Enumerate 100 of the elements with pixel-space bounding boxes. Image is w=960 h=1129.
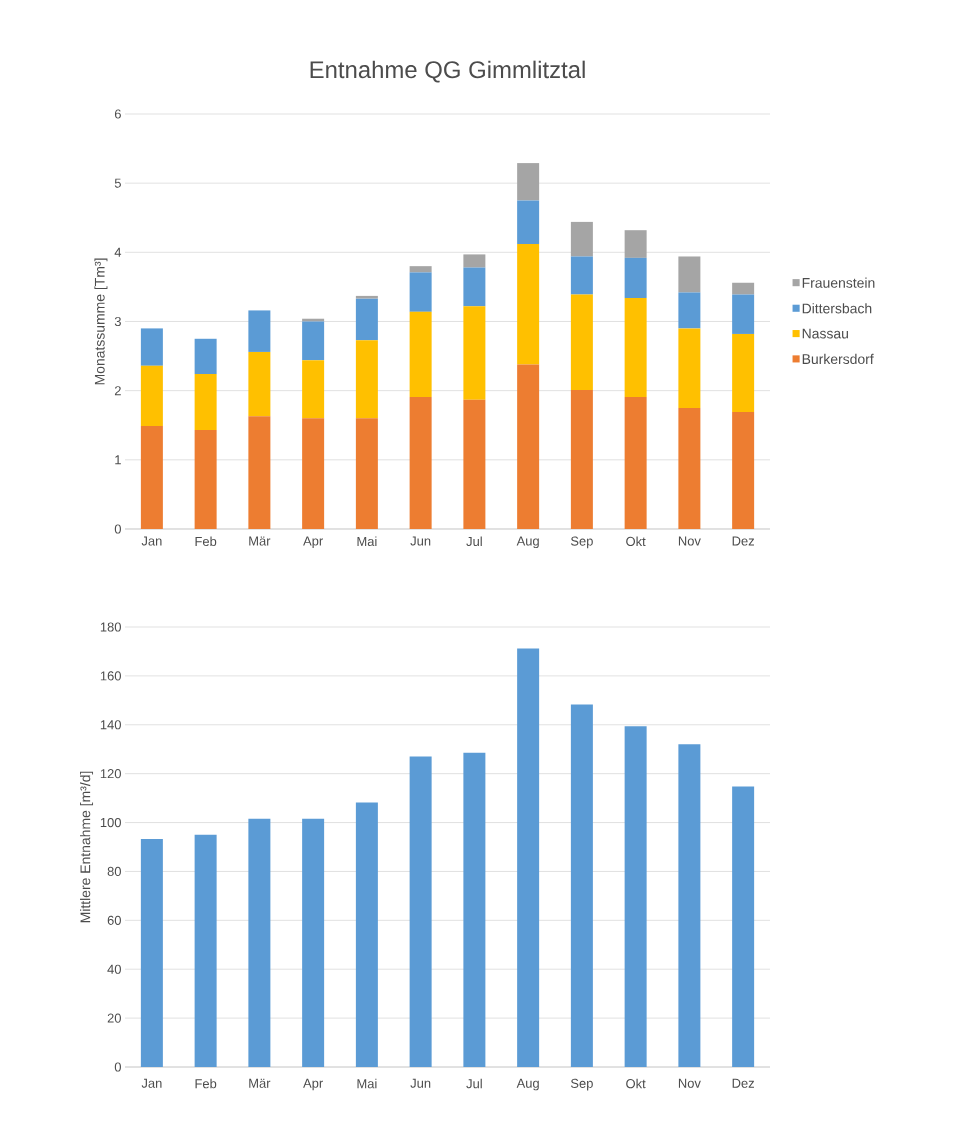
bar (463, 306, 486, 400)
bar (517, 200, 540, 245)
y-tick-label: 6 (114, 109, 121, 119)
x-tick-label: Apr (303, 1078, 323, 1091)
x-tick-label: Sep (570, 1078, 593, 1091)
y-tick-label: 0 (114, 524, 121, 534)
x-tick-label: Dez (732, 536, 754, 546)
x-tick-label: Mai (357, 536, 377, 547)
bar (355, 298, 378, 341)
bar (194, 430, 217, 529)
y-tick-label: 40 (107, 964, 121, 974)
bar (463, 752, 486, 1067)
y-tick-label: 0 (114, 1062, 121, 1072)
bar (409, 266, 432, 273)
bar (624, 230, 647, 258)
bar (517, 163, 540, 201)
x-tick-label: Mai (357, 1078, 377, 1089)
bar (570, 256, 593, 295)
bar (302, 818, 325, 1067)
x-tick-label: Aug (516, 536, 539, 549)
bar (570, 704, 593, 1067)
x-tick-label: Jan (141, 536, 162, 546)
y-tick-label: 2 (114, 386, 121, 396)
bar (678, 407, 701, 529)
bar (302, 418, 325, 529)
bar (409, 272, 432, 312)
y-tick-label: 140 (100, 720, 121, 730)
bar (517, 244, 540, 365)
y-tick-label: 160 (100, 671, 121, 681)
bar (624, 257, 647, 298)
chart-title: Entnahme QG Gimmlitztal (310, 60, 585, 83)
bar (570, 389, 593, 529)
x-tick-label: Jun (410, 536, 431, 546)
x-tick-label: Jul (466, 1078, 482, 1089)
bar (248, 351, 271, 417)
y-tick-label: 3 (114, 316, 121, 327)
bar (570, 294, 593, 390)
bar (732, 786, 755, 1067)
y-tick-label: 180 (100, 622, 121, 632)
y-tick-label: 60 (107, 915, 121, 925)
y-tick-label: 120 (100, 769, 121, 779)
bar (732, 412, 755, 529)
y-tick-label: 20 (107, 1013, 121, 1023)
bar (302, 360, 325, 419)
bar (409, 311, 432, 397)
bar (302, 321, 325, 361)
bar (463, 254, 486, 268)
bar (248, 310, 271, 352)
y-axis-title: Monatssumme [Tm³] (94, 258, 108, 385)
bar (463, 399, 486, 529)
x-tick-label: Aug (516, 1078, 539, 1091)
bar (732, 333, 755, 413)
bar (517, 648, 540, 1067)
x-tick-label: Okt (626, 536, 646, 547)
bar (140, 425, 163, 529)
x-tick-label: Feb (195, 1078, 217, 1089)
bar (409, 756, 432, 1067)
bar (194, 834, 217, 1067)
y-tick-label: 80 (107, 866, 121, 877)
x-tick-label: Mär (249, 1078, 271, 1088)
bar (732, 294, 755, 334)
y-tick-label: 100 (100, 817, 121, 828)
bar (355, 802, 378, 1067)
legend-label: Nassau (802, 328, 848, 339)
x-tick-label: Jul (466, 536, 482, 547)
bar (517, 364, 540, 529)
bar (624, 396, 647, 529)
bar (194, 374, 217, 431)
bar (140, 838, 163, 1067)
x-tick-label: Apr (303, 536, 323, 549)
bar (463, 267, 486, 307)
bar (624, 297, 647, 397)
bar (678, 328, 701, 408)
bar (624, 726, 647, 1067)
x-tick-label: Sep (570, 536, 593, 549)
bar (194, 338, 217, 375)
legend-label: Burkersdorf (802, 353, 874, 365)
bar (732, 282, 755, 295)
bar (678, 744, 701, 1067)
bar (678, 292, 701, 329)
x-tick-label: Nov (678, 536, 701, 546)
bar (248, 818, 271, 1067)
y-tick-label: 4 (114, 247, 122, 257)
bar (355, 418, 378, 529)
bar (248, 416, 271, 529)
legend-label: Dittersbach (802, 303, 872, 314)
bar (355, 340, 378, 419)
bar (409, 396, 432, 529)
x-tick-label: Dez (732, 1078, 754, 1088)
bar (570, 221, 593, 257)
x-tick-label: Feb (195, 536, 217, 547)
bar (140, 365, 163, 426)
x-tick-label: Jan (141, 1078, 162, 1088)
bar (355, 295, 378, 299)
bar (678, 256, 701, 293)
y-axis-title: Mittlere Entnahme [m³/d] (80, 771, 94, 923)
x-tick-label: Nov (678, 1078, 701, 1088)
legend-label: Frauenstein (802, 277, 875, 288)
x-tick-label: Okt (626, 1078, 646, 1089)
bar (140, 328, 163, 366)
